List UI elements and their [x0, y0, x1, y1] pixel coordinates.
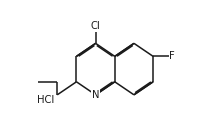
Text: F: F [169, 51, 174, 61]
Text: Cl: Cl [90, 21, 100, 31]
Text: N: N [91, 90, 99, 100]
Text: HCl: HCl [37, 95, 54, 105]
